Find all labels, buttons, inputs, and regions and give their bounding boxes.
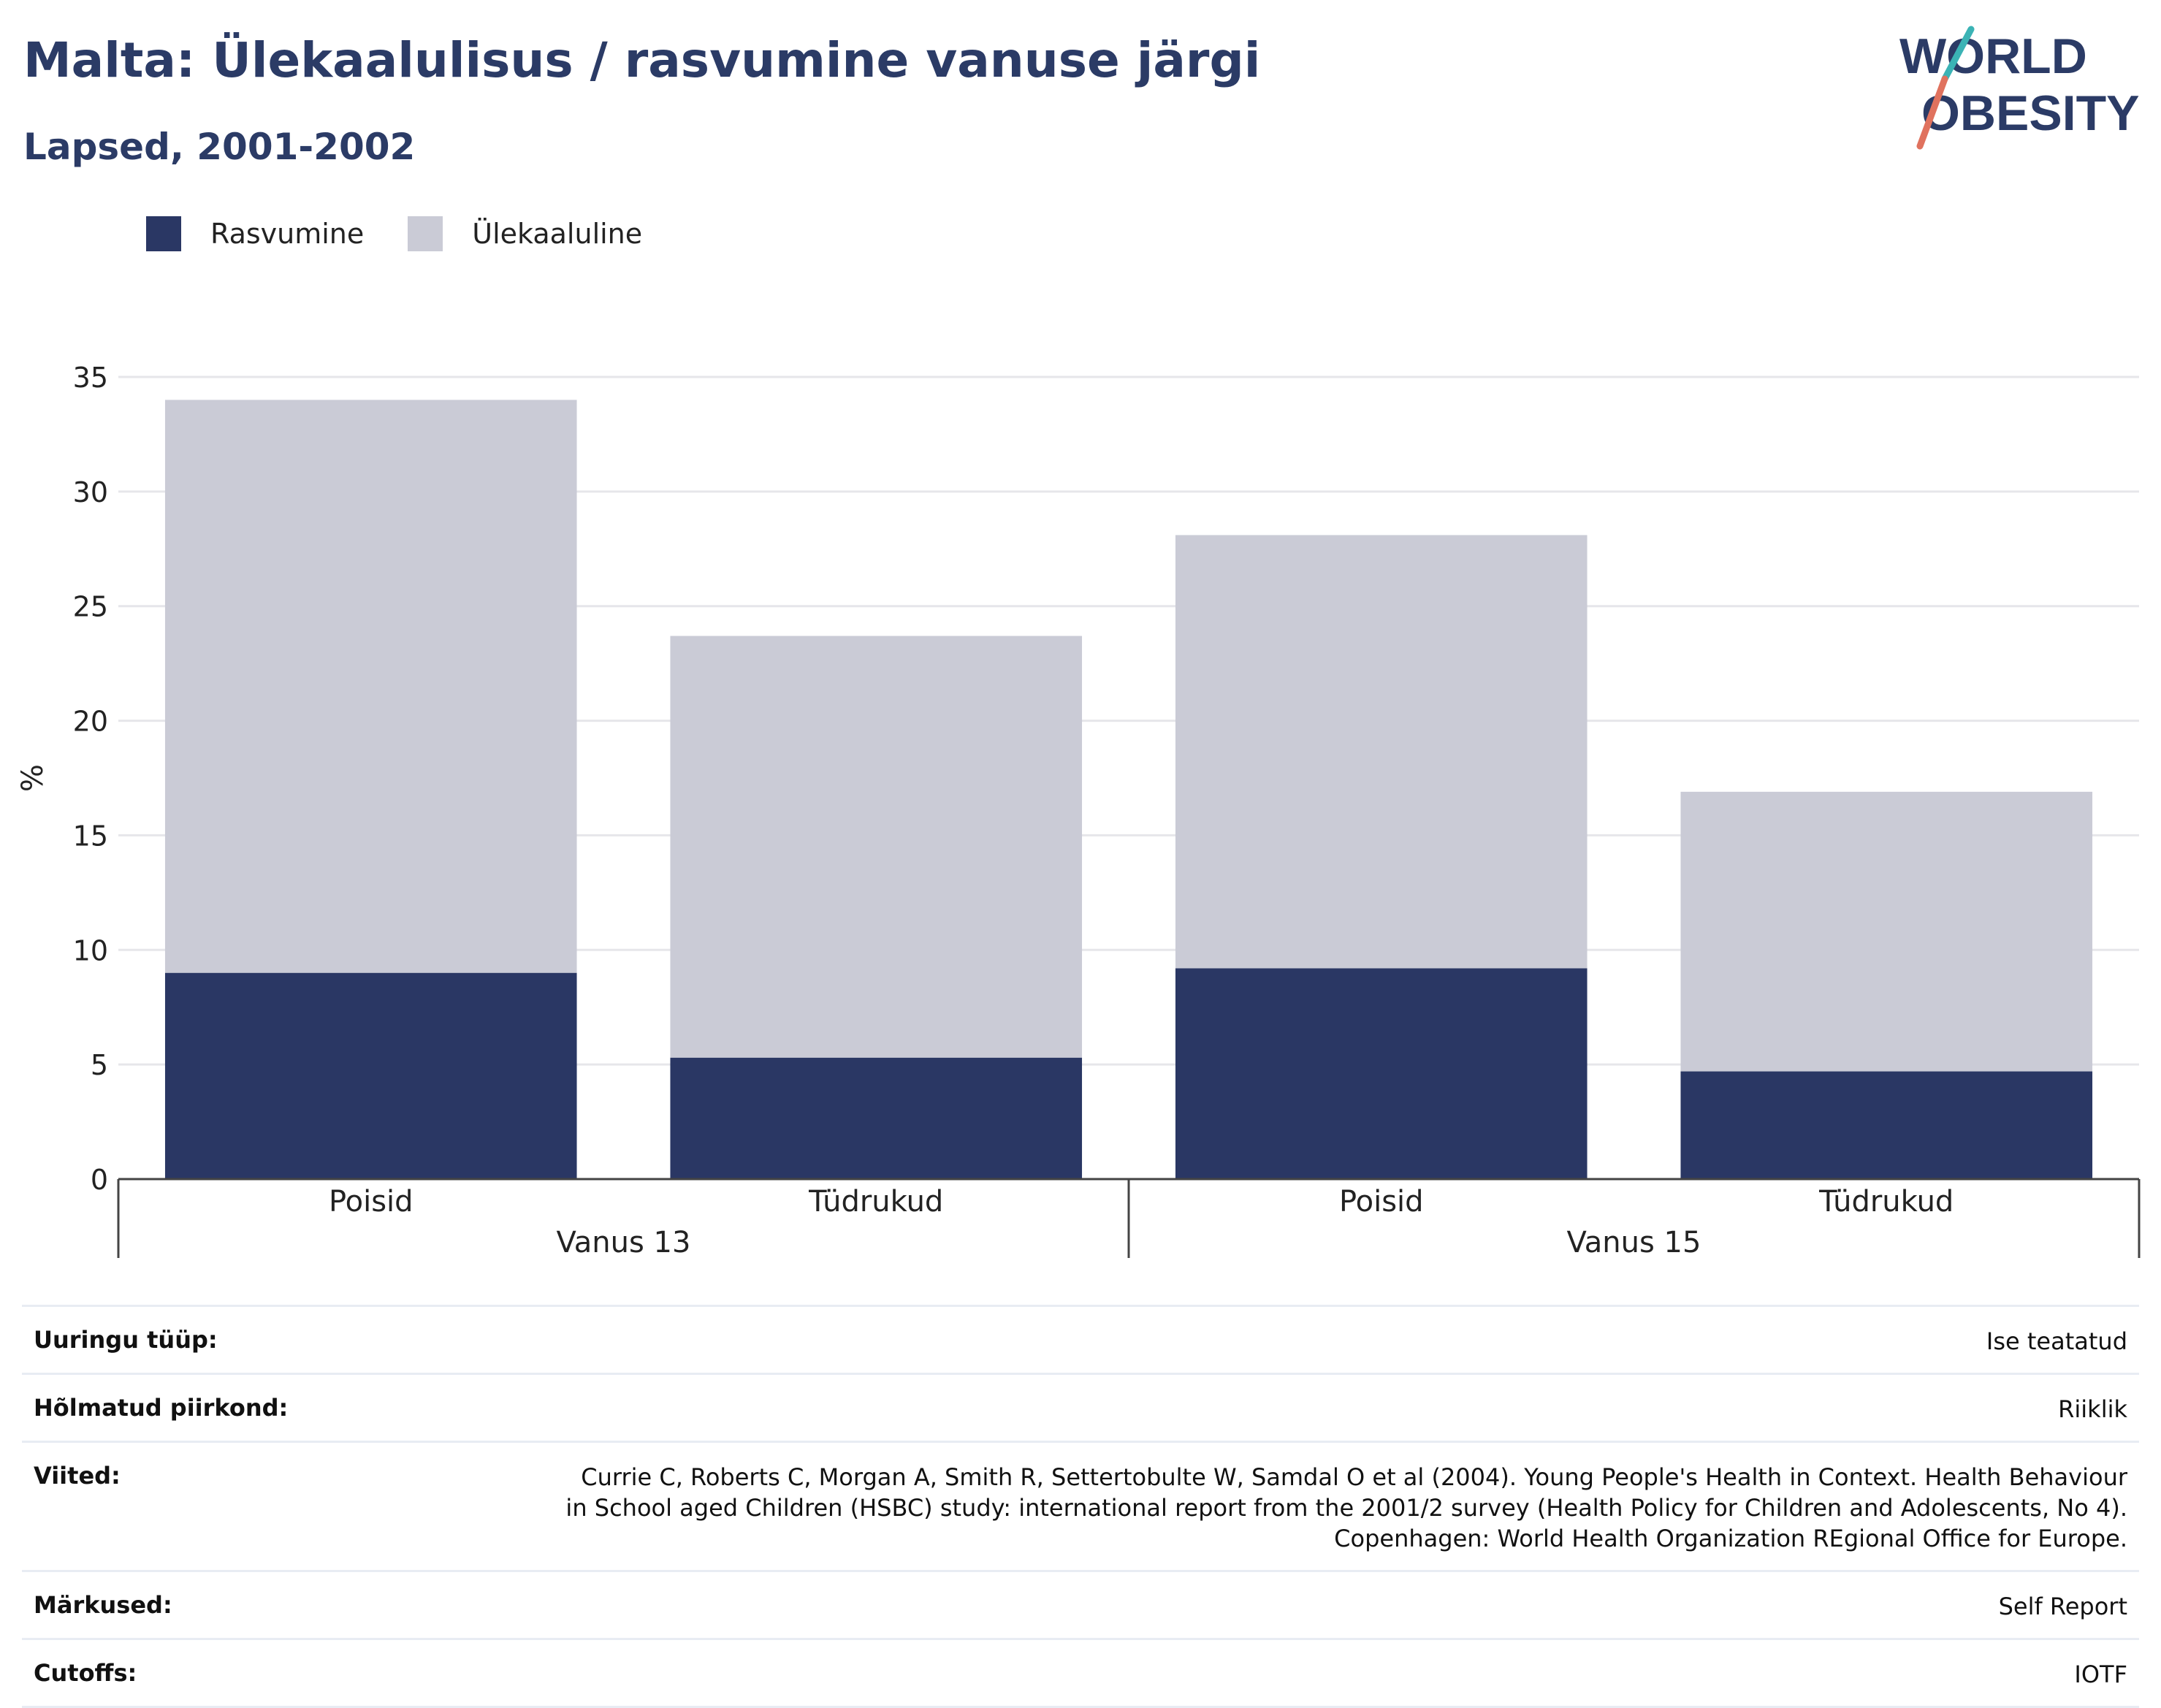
y-tick-label: 20 xyxy=(73,706,108,738)
bar-ulekaaluline xyxy=(1680,791,2093,1072)
meta-key: Viited: xyxy=(34,1462,121,1490)
x-group-label: Vanus 13 xyxy=(557,1226,691,1259)
logo-teal-slash xyxy=(1941,26,1975,83)
legend-item-rasvumine[interactable]: Rasvumine xyxy=(146,216,364,251)
x-group-label: Vanus 15 xyxy=(1567,1226,1701,1259)
metadata-table: Uuringu tüüp: Ise teatatud Hõlmatud piir… xyxy=(22,1305,2139,1708)
y-axis-label: % xyxy=(16,764,50,792)
bar-rasvumine xyxy=(1680,1071,2093,1179)
chart-title: Malta: Ülekaalulisus / rasvumine vanuse … xyxy=(23,32,1261,88)
logo-coral-slash xyxy=(1916,75,1948,150)
meta-row-references: Viited: Currie C, Roberts C, Morgan A, S… xyxy=(22,1441,2139,1570)
meta-key: Uuringu tüüp: xyxy=(34,1326,218,1354)
bar-rasvumine xyxy=(1175,968,1588,1179)
legend: Rasvumine Ülekaaluline xyxy=(146,216,686,251)
bar-rasvumine xyxy=(670,1057,1083,1179)
x-tick-label: Poisid xyxy=(329,1185,413,1219)
bar-chart: 0 5 10 15 20 25 30 35% Poisid Tüdrukud Poisid Tüdru… xyxy=(16,362,2141,1259)
meta-key: Märkused: xyxy=(34,1591,172,1619)
bar-rasvumine xyxy=(164,972,577,1179)
bar-ulekaaluline xyxy=(670,636,1083,1058)
y-tick-label: 5 xyxy=(91,1049,108,1081)
logo-line1: WORLD xyxy=(1899,28,2087,84)
meta-row-cutoffs: Cutoffs: IOTF xyxy=(22,1638,2139,1708)
logo-line2: OBESITY xyxy=(1921,85,2140,141)
y-tick-label: 30 xyxy=(73,476,108,508)
meta-key: Hõlmatud piirkond: xyxy=(34,1394,289,1422)
meta-row-coverage: Hõlmatud piirkond: Riiklik xyxy=(22,1373,2139,1441)
meta-row-notes: Märkused: Self Report xyxy=(22,1570,2139,1638)
y-tick-label: 0 xyxy=(91,1164,108,1196)
legend-item-ulekaaluline[interactable]: Ülekaaluline xyxy=(408,216,642,251)
chart-subtitle: Lapsed, 2001-2002 xyxy=(23,126,416,168)
legend-label-rasvumine: Rasvumine xyxy=(210,218,365,250)
x-tick-label: Tüdrukud xyxy=(808,1185,943,1219)
meta-value: IOTF xyxy=(2074,1661,2127,1688)
legend-swatch-ulekaaluline xyxy=(408,216,443,251)
x-tick-label: Tüdrukud xyxy=(1818,1185,1954,1219)
world-obesity-logo: WORLD OBESITY xyxy=(1899,26,2140,150)
y-tick-label: 10 xyxy=(73,934,108,967)
bar-ulekaaluline xyxy=(1175,535,1588,969)
meta-key: Cutoffs: xyxy=(34,1659,137,1687)
x-tick-label: Poisid xyxy=(1339,1185,1424,1219)
bar-ulekaaluline xyxy=(164,400,577,973)
meta-value: Currie C, Roberts C, Morgan A, Smith R, … xyxy=(565,1463,2127,1552)
y-tick-label: 35 xyxy=(73,362,108,394)
meta-value: Ise teatatud xyxy=(1986,1327,2127,1355)
meta-row-survey-type: Uuringu tüüp: Ise teatatud xyxy=(22,1305,2139,1373)
meta-value: Self Report xyxy=(1998,1593,2127,1620)
meta-value: Riiklik xyxy=(2058,1395,2127,1423)
legend-label-ulekaaluline: Ülekaaluline xyxy=(472,218,643,250)
y-tick-label: 25 xyxy=(73,591,108,623)
legend-swatch-rasvumine xyxy=(146,216,181,251)
y-tick-label: 15 xyxy=(73,820,108,852)
